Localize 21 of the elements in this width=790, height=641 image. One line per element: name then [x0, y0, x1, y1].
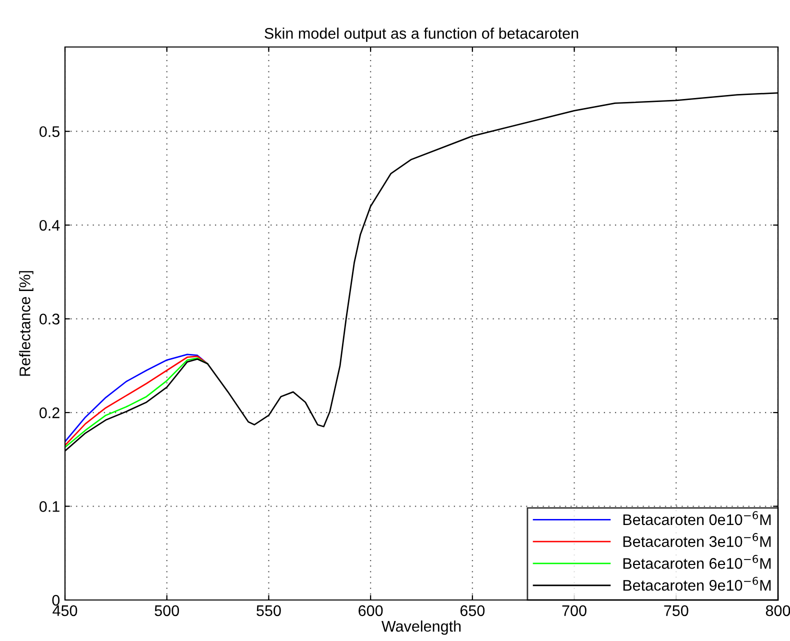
y-tick-label: 0.4: [40, 220, 60, 231]
y-tick-label: 0.5: [40, 126, 60, 138]
x-tick-label: 450: [52, 605, 78, 616]
x-tick-label: 750: [664, 605, 688, 616]
x-tick-label: 500: [154, 605, 180, 616]
y-axis-title: Reflectance [%]: [19, 271, 34, 376]
x-tick-label: 650: [460, 605, 485, 616]
y-tick-label: 0.2: [40, 407, 60, 418]
legend-label: Betacaroten 3e10$^{−6}$M: [623, 533, 771, 547]
chart-title: Skin model output as a function of betacaroten: [264, 28, 578, 42]
y-tick-label: 0: [52, 594, 60, 606]
y-tick-label: 0.1: [40, 501, 60, 512]
y-tick-label: 0.3: [40, 314, 60, 324]
x-axis-title: Wavelength: [382, 620, 461, 635]
legend-label: Betacaroten 9e10$^{−6}$M: [623, 576, 771, 591]
x-tick-label: 800: [766, 605, 790, 616]
legend-label: Betacaroten 6e10$^{−6}$M: [623, 554, 771, 569]
legend-label: Betacaroten 0e10$^{−6}$M: [623, 511, 771, 526]
x-tick-label: 600: [358, 605, 383, 616]
x-tick-label: 550: [256, 605, 281, 616]
x-tick-label: 700: [562, 605, 586, 616]
